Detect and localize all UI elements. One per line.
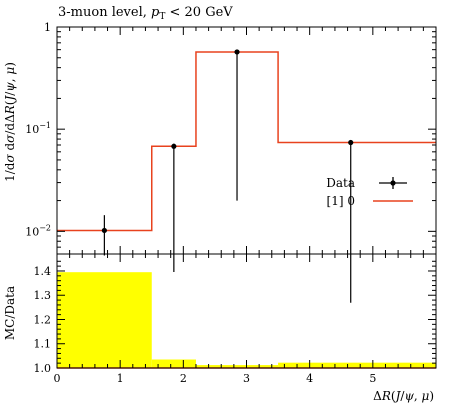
ratio-band-bin [278, 362, 436, 368]
legend: Data [1] 0 [326, 176, 413, 208]
ratio-ytick-label: 1.2 [34, 313, 52, 326]
ratio-ytick-label: 1.0 [34, 362, 52, 375]
ratio-band-bin [57, 272, 152, 368]
main-ylabel: 1/dσ dσ/dΔR(J/ψ, μ) [3, 62, 17, 182]
ratio-xtick-label: 1 [117, 372, 124, 385]
mc-step-line [57, 51, 436, 232]
legend-label: [1] 0 [327, 194, 355, 208]
data-point [171, 143, 177, 149]
ratio-xlabel: ΔR(J/ψ, μ) [373, 389, 434, 403]
title-var: p [151, 5, 160, 20]
data-point [101, 227, 107, 234]
main-frame [56, 26, 437, 255]
main-plot: 10−2 10−1 1 [25, 21, 437, 303]
title-sub: T [159, 12, 165, 22]
legend-label: Data [326, 176, 355, 190]
ratio-ylabel: MC/Data [3, 286, 17, 340]
ratio-plot: 1.0 1.1 1.2 1.3 1.4 0 1 2 3 4 5 [34, 253, 437, 385]
ratio-xtick-label: 0 [54, 372, 61, 385]
ratio-xtick-label: 3 [243, 372, 250, 385]
title-suffix: < 20 GeV [165, 5, 233, 20]
main-ytick-label: 10−2 [25, 223, 51, 238]
ratio-xtick-label: 4 [306, 372, 313, 385]
ratio-ytick-label: 1.4 [34, 265, 52, 278]
chart-title: 3-muon level, pT < 20 GeV [58, 5, 233, 22]
title-prefix: 3-muon level, [58, 5, 151, 20]
ratio-ytick-label: 1.1 [34, 338, 52, 351]
main-ytick-label: 10−1 [25, 121, 51, 136]
ratio-band-bin [151, 359, 196, 368]
data-point [234, 49, 240, 55]
ratio-band-bin [195, 365, 279, 368]
ratio-ytick-label: 1.3 [34, 289, 52, 302]
data-point [348, 139, 354, 146]
ratio-xtick-label: 5 [369, 372, 376, 385]
main-ytick-label: 1 [44, 21, 51, 34]
legend-data-marker [390, 180, 396, 186]
ratio-xtick-label: 2 [180, 372, 187, 385]
